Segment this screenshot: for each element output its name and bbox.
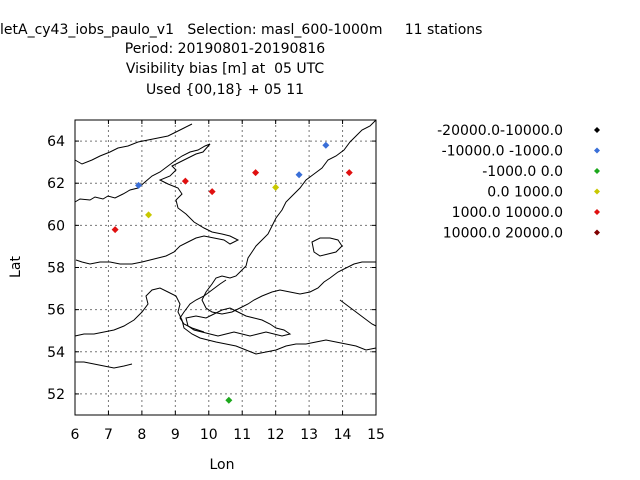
legend-marker — [594, 127, 600, 133]
legend-label: -10000.0 -1000.0 — [442, 144, 563, 160]
y-tick-label: 54 — [47, 345, 65, 361]
y-tick-label: 60 — [47, 218, 65, 234]
legend-label: -1000.0 0.0 — [482, 164, 563, 180]
data-point — [322, 141, 330, 149]
legend-marker — [594, 168, 600, 174]
x-tick-label: 12 — [267, 427, 285, 443]
y-axis-label: Lat — [8, 256, 24, 278]
legend-marker — [594, 229, 600, 236]
x-tick-labels: 6 7 8 9 10 11 12 13 14 15 — [71, 427, 385, 443]
title-line-2: Period: 20190801-20190816 — [124, 41, 326, 57]
title-line-4: Used {00,18} + 05 11 — [145, 82, 305, 98]
legend-label: 0.0 1000.0 — [487, 185, 563, 201]
data-point — [295, 171, 303, 179]
data-point — [135, 181, 143, 189]
coastline-east — [339, 299, 377, 327]
x-tick-label: 8 — [137, 427, 146, 443]
x-tick-label: 11 — [233, 427, 251, 443]
legend-label: -20000.0-10000.0 — [437, 123, 563, 139]
data-point — [272, 183, 280, 191]
y-tick-label: 64 — [47, 134, 65, 150]
x-tick-label: 10 — [200, 427, 218, 443]
coastline-germany — [74, 287, 377, 355]
title-line-1: letA_cy43_iobs_paulo_v1 Selection: masl_… — [0, 22, 483, 38]
x-tick-label: 7 — [104, 427, 113, 443]
title-line-3: Visibility bias [m] at 05 UTC — [125, 61, 325, 77]
y-tick-label: 56 — [47, 303, 65, 319]
data-points — [111, 141, 353, 404]
x-axis-label: Lon — [210, 457, 235, 473]
data-point — [181, 177, 189, 185]
coastline-norway — [74, 143, 240, 265]
legend-marker — [594, 209, 600, 215]
data-point — [345, 169, 353, 177]
y-tick-labels: 52 54 56 58 60 62 64 — [47, 134, 65, 403]
x-tick-label: 6 — [71, 427, 80, 443]
coastline-denmark-islands — [185, 307, 292, 337]
lake-vanern — [311, 237, 343, 257]
coastline-sweden — [201, 119, 377, 315]
plot-frame — [74, 119, 377, 416]
coastline-netherlands — [75, 361, 133, 369]
y-tick-label: 62 — [47, 176, 65, 192]
legend-label: 1000.0 10000.0 — [452, 205, 563, 221]
data-point — [252, 169, 260, 177]
data-point — [208, 188, 216, 196]
data-point — [145, 211, 153, 219]
coastline-jutland — [179, 279, 227, 333]
y-tick-label: 52 — [47, 387, 65, 403]
x-tick-label: 9 — [171, 427, 180, 443]
data-point — [225, 396, 233, 404]
legend-marker — [594, 147, 600, 154]
coastlines — [74, 119, 377, 369]
grid-lines — [74, 120, 377, 415]
legend-label: 10000.0 20000.0 — [443, 226, 563, 242]
x-tick-label: 13 — [300, 427, 318, 443]
x-tick-label: 15 — [367, 427, 385, 443]
y-tick-label: 58 — [47, 261, 65, 277]
legend: -20000.0-10000.0 -10000.0 -1000.0 -1000.0 … — [437, 123, 600, 242]
legend-marker — [594, 188, 600, 195]
data-point — [111, 226, 119, 234]
x-tick-label: 14 — [334, 427, 352, 443]
coastline-norway-north — [74, 123, 193, 165]
